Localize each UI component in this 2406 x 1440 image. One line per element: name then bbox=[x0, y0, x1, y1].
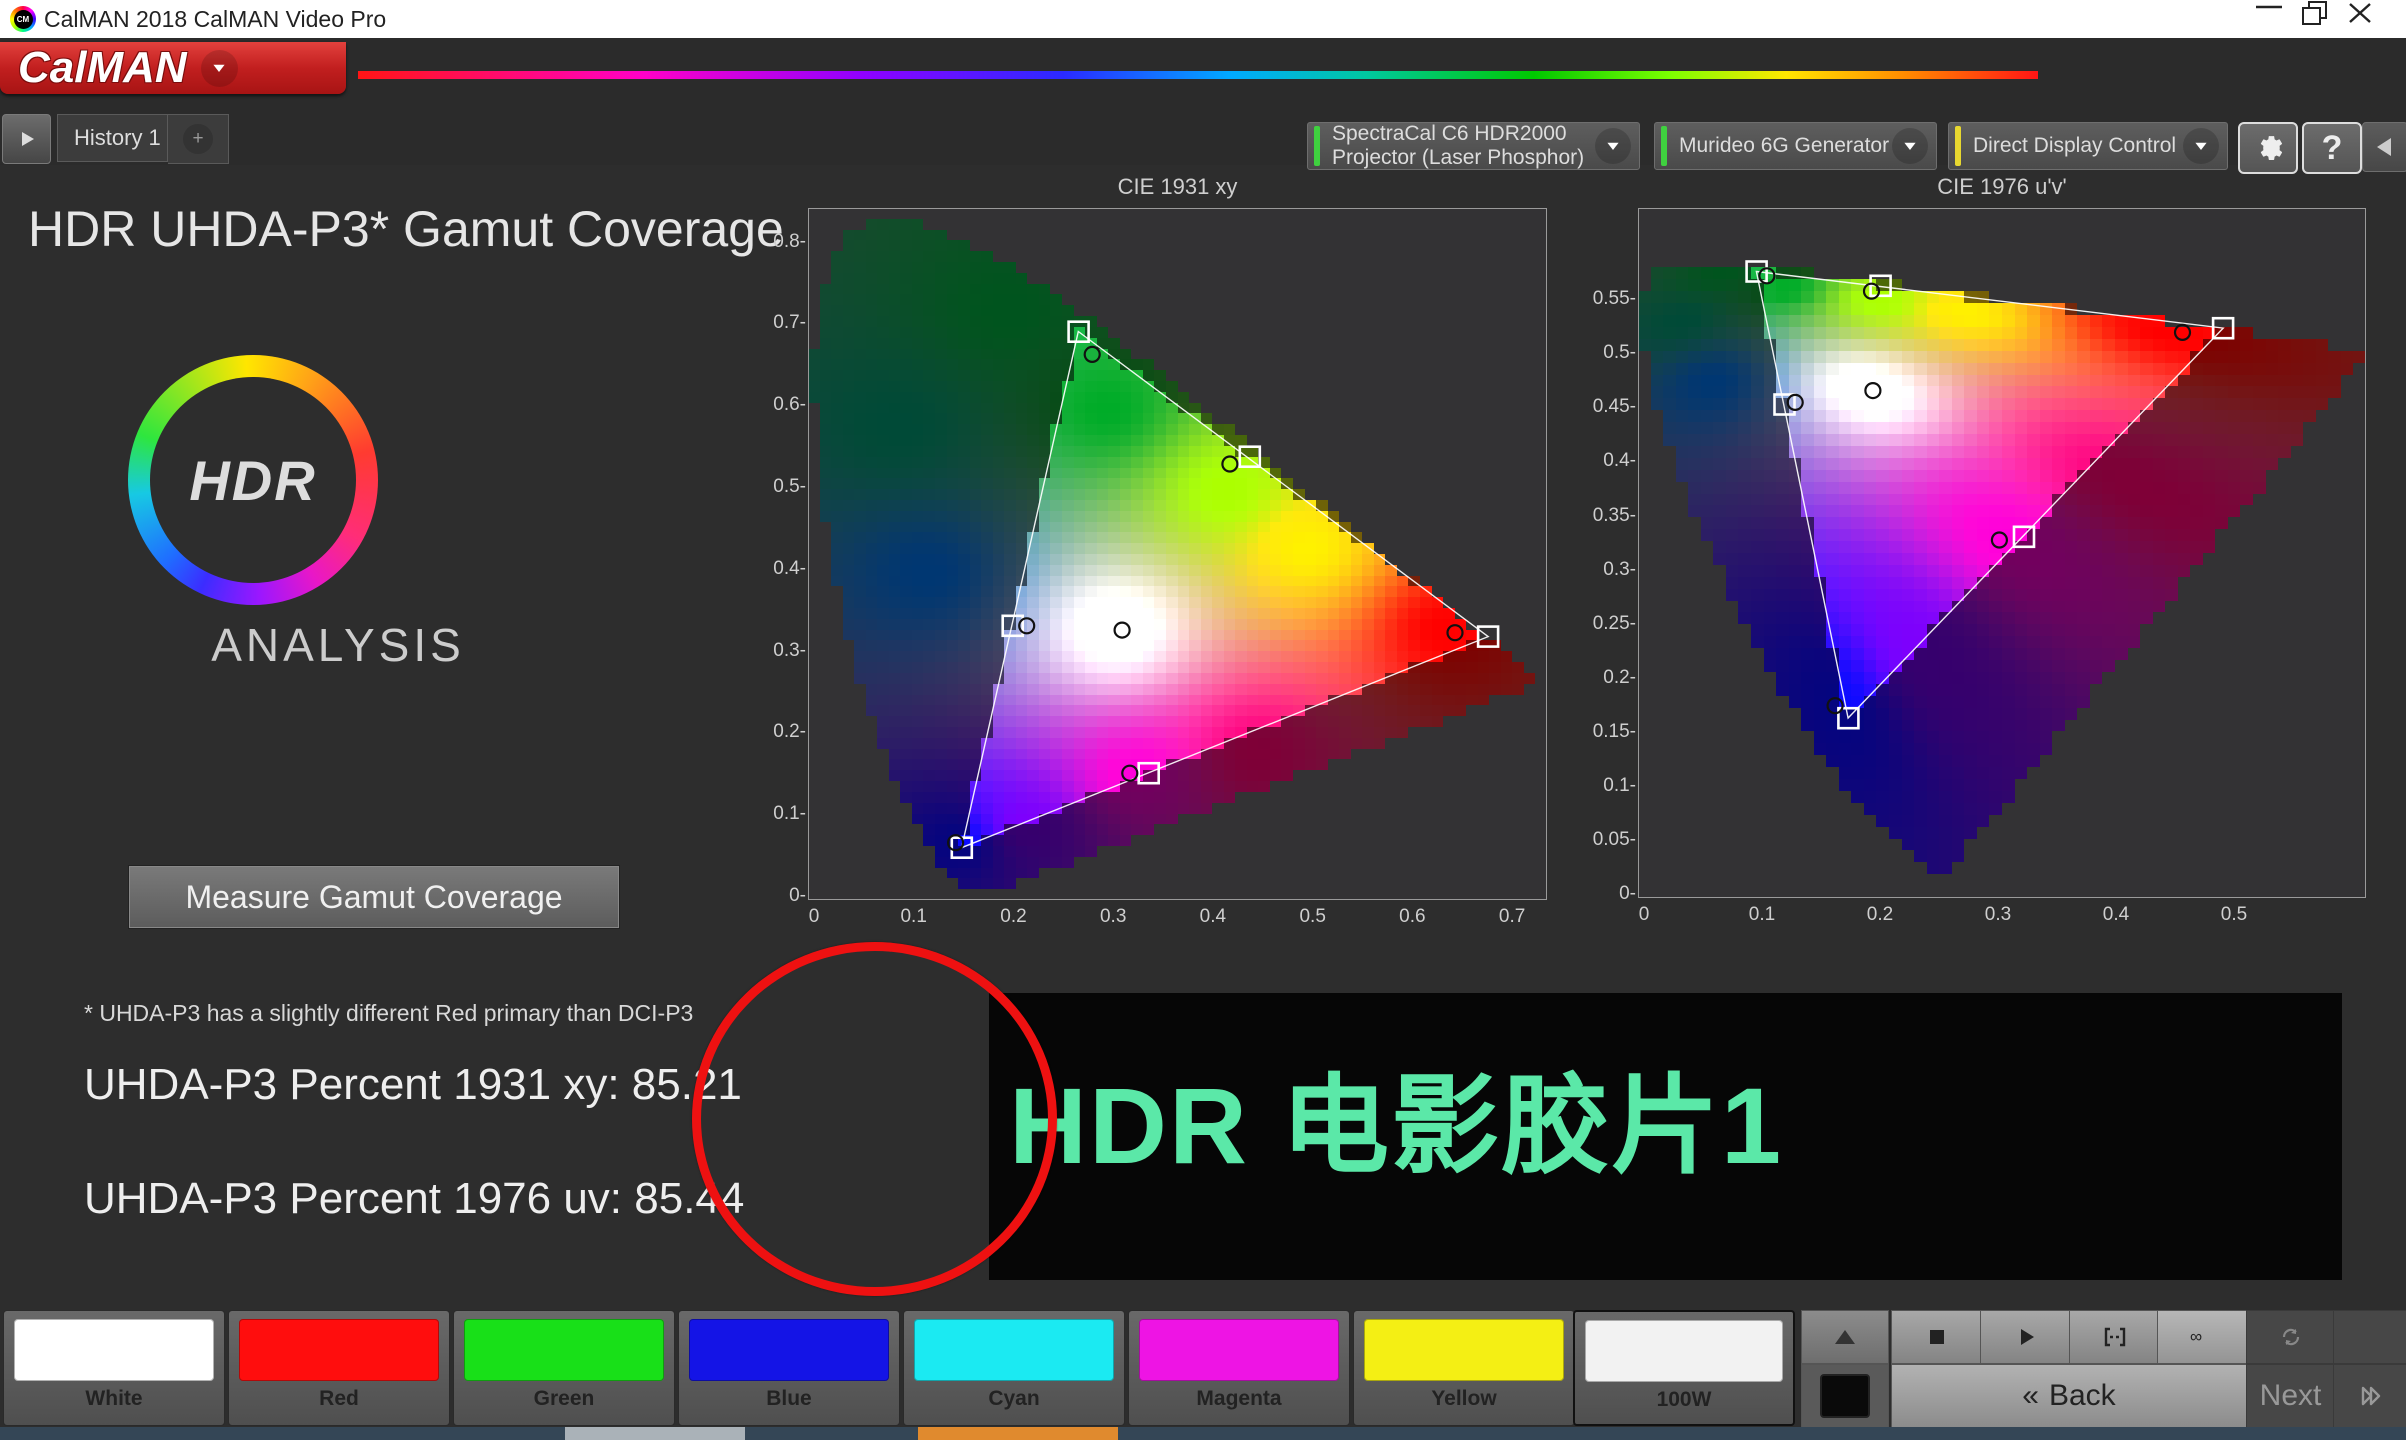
svg-text:∞: ∞ bbox=[2190, 1327, 2202, 1346]
